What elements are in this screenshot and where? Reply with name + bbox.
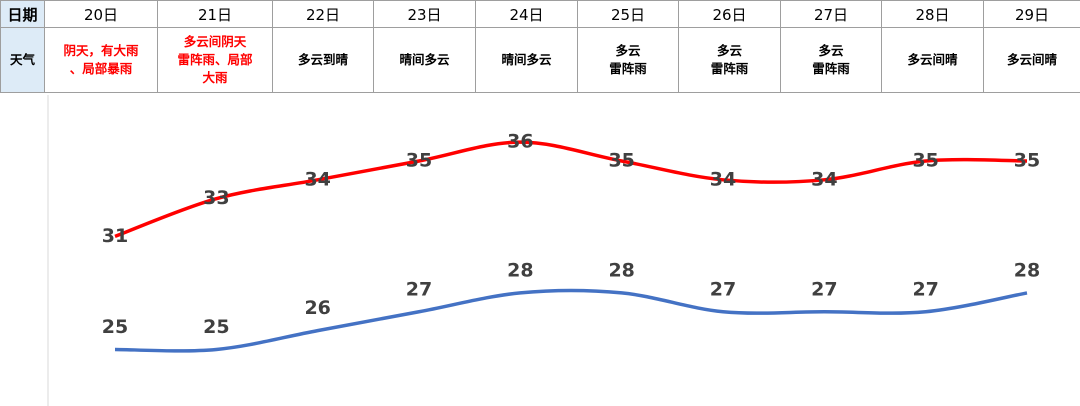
data-label: 27 — [912, 278, 938, 300]
date-cell: 23日 — [373, 0, 476, 28]
weather-cell: 多云 雷阵雨 — [577, 27, 679, 93]
date-cell: 21日 — [157, 0, 273, 28]
data-label: 27 — [811, 278, 837, 300]
date-row: 日期 20日 21日 22日 23日 24日 25日 26日 27日 28日 29日 — [0, 0, 1080, 28]
date-cell: 26日 — [678, 0, 781, 28]
weather-cell: 晴间多云 — [373, 27, 476, 93]
data-label: 35 — [912, 149, 938, 171]
data-label: 28 — [608, 259, 634, 281]
date-cell: 22日 — [272, 0, 374, 28]
date-cell: 25日 — [577, 0, 679, 28]
data-label: 35 — [608, 149, 634, 171]
date-cell: 28日 — [881, 0, 984, 28]
weather-table: 日期 20日 21日 22日 23日 24日 25日 26日 27日 28日 29日 天气 阴天，有大… — [0, 0, 1080, 93]
data-label: 27 — [406, 278, 432, 300]
date-cell: 24日 — [475, 0, 578, 28]
weather-cell: 阴天，有大雨 、局部暴雨 — [44, 27, 158, 93]
data-label: 28 — [1014, 259, 1040, 281]
line — [114, 288, 1028, 353]
date-cell: 20日 — [44, 0, 158, 28]
weather-cell: 多云到晴 — [272, 27, 374, 93]
weather-cell: 多云间阴天 雷阵雨、局部 大雨 — [157, 27, 273, 93]
data-label: 28 — [507, 259, 533, 281]
data-label: 31 — [102, 225, 128, 247]
data-label: 35 — [1014, 149, 1040, 171]
weather-cell: 多云间晴 — [881, 27, 984, 93]
data-label: 34 — [304, 168, 330, 190]
weather-cell: 多云间晴 — [983, 27, 1080, 93]
data-label: 25 — [102, 316, 128, 338]
data-label: 35 — [406, 149, 432, 171]
line — [114, 140, 1028, 239]
data-label: 25 — [203, 316, 229, 338]
data-label: 34 — [811, 168, 837, 190]
row-label: 日期 — [0, 0, 45, 28]
weather-cell: 多云 雷阵雨 — [780, 27, 882, 93]
date-cell: 27日 — [780, 0, 882, 28]
weather-cell: 晴间多云 — [475, 27, 578, 93]
date-cell: 29日 — [983, 0, 1080, 28]
data-label: 34 — [710, 168, 736, 190]
data-label: 33 — [203, 187, 229, 209]
weather-cell: 多云 雷阵雨 — [678, 27, 781, 93]
data-label: 26 — [304, 297, 330, 319]
row-label: 天气 — [0, 27, 45, 93]
data-label: 27 — [710, 278, 736, 300]
weather-row: 天气 阴天，有大雨 、局部暴雨 多云间阴天 雷阵雨、局部 大雨 多云到晴 晴间多云 晴间多… — [0, 27, 1080, 93]
data-label: 36 — [507, 131, 533, 153]
